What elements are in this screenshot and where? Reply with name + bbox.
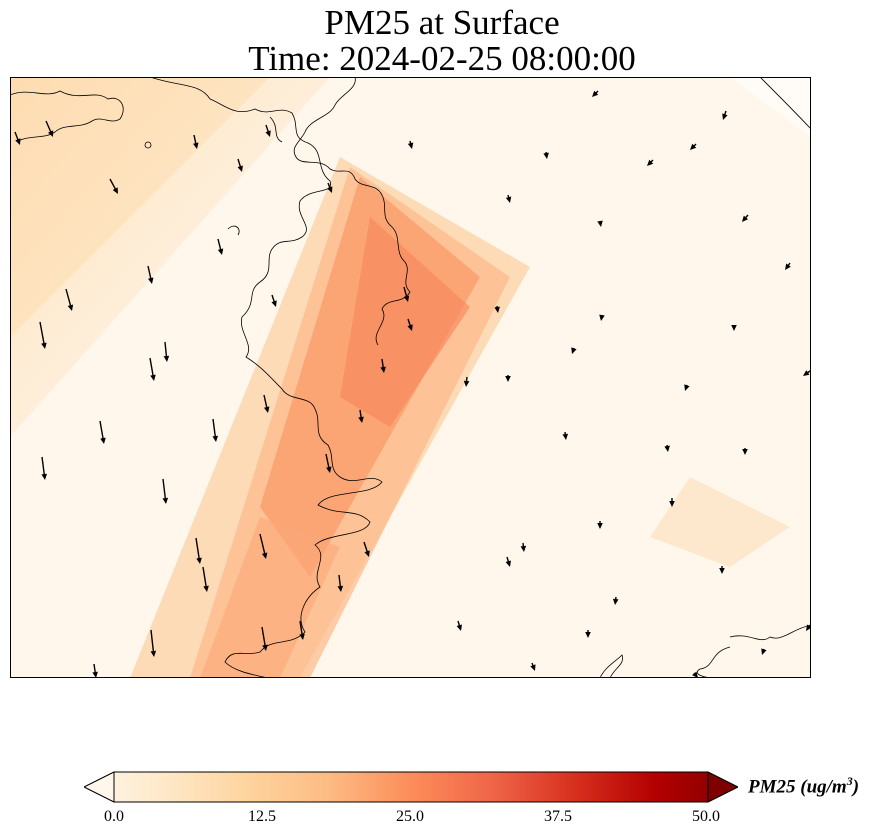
wind-arrow-head [327, 186, 333, 193]
colorbar-label-text: PM25 (ug/m [748, 776, 847, 798]
wind-arrow-head [48, 130, 54, 137]
wind-arrow-head [803, 370, 810, 376]
wind-arrow-head [403, 295, 410, 302]
wind-arrow-head [599, 314, 605, 321]
wind-arrow-head [299, 633, 305, 640]
wind-arrow-head [407, 142, 414, 149]
colorbar-tick: 12.5 [248, 808, 276, 825]
wind-arrow-head [505, 376, 511, 382]
wind-arrow-head [520, 545, 527, 552]
wind-arrow-head [358, 416, 364, 423]
wind-arrow-shaft [259, 533, 266, 557]
wind-arrow-head [196, 557, 202, 564]
wind-arrow-head [585, 632, 591, 638]
wind-arrow-shaft [65, 288, 72, 309]
wind-arrow-head [263, 406, 270, 413]
wind-arrow-head [271, 300, 277, 307]
wind-arrow-head [597, 523, 603, 529]
wind-arrow-head [100, 437, 106, 444]
wind-arrow-shaft [99, 420, 105, 442]
colorbar-tick: 0.0 [104, 808, 124, 825]
wind-arrow-head [505, 560, 511, 567]
wind-arrow-shaft [149, 357, 155, 379]
wind-arrow-head [92, 671, 98, 678]
wind-arrow-head [193, 142, 199, 149]
wind-arrow-head [647, 159, 654, 166]
wind-arrow-head [505, 196, 512, 203]
wind-arrow-head [669, 501, 675, 507]
wind-arrow-head [806, 624, 811, 631]
wind-arrow-head [337, 585, 344, 592]
colorbar-label-exponent: 3 [846, 774, 853, 788]
wind-arrow-head [731, 325, 737, 331]
wind-arrow-head [664, 445, 670, 452]
wind-arrow-head [761, 648, 767, 655]
wind-arrow-head [456, 624, 462, 631]
wind-arrow-shaft [41, 456, 46, 478]
colorbar-tick: 25.0 [396, 808, 424, 825]
wind-arrow-head [261, 552, 268, 559]
wind-arrow-head [364, 550, 370, 557]
wind-arrow-head [562, 433, 569, 440]
wind-arrow-head [41, 473, 48, 480]
wind-arrow-head [690, 143, 697, 150]
coastline [10, 77, 811, 678]
wind-arrow-shaft [261, 626, 267, 649]
wind-arrow-head [597, 220, 603, 227]
wind-arrow-head [212, 435, 219, 442]
concentration-field [10, 77, 811, 678]
wind-arrow-head [722, 113, 728, 120]
wind-arrow-head [494, 306, 500, 313]
wind-arrow-head [162, 497, 169, 504]
map-timestamp: Time: 2024-02-25 08:00:00 [248, 39, 636, 78]
wind-arrow-shaft [150, 629, 155, 655]
wind-arrow-head [67, 304, 74, 311]
wind-arrow-head [150, 650, 157, 657]
wind-arrow-head [785, 263, 791, 270]
wind-arrow-head [463, 380, 470, 387]
wind-arrow-head [571, 347, 577, 354]
wind-arrow-shaft [162, 478, 167, 502]
wind-arrow-head [742, 215, 749, 222]
wind-arrow-head [147, 277, 154, 284]
wind-arrow-head [592, 90, 599, 97]
colorbar [84, 771, 738, 803]
wind-arrow-head [692, 671, 698, 678]
colorbar-label-close: ) [852, 776, 860, 798]
pm25-map [10, 77, 811, 678]
map-title: PM25 at Surface [324, 3, 560, 42]
wind-arrow-head [203, 585, 209, 592]
wind-vectors [14, 90, 811, 678]
wind-arrow-head [407, 324, 413, 331]
wind-arrow-head [237, 165, 243, 172]
wind-arrow-head [543, 152, 549, 159]
wind-arrow-head [150, 374, 156, 381]
wind-arrow-head [41, 342, 47, 349]
wind-arrow-head [530, 664, 536, 671]
wind-arrow-head [163, 355, 170, 362]
colorbar-tick: 50.0 [692, 808, 720, 825]
map-frame [10, 77, 811, 678]
wind-arrow-head [380, 366, 386, 373]
wind-arrow-shaft [195, 537, 201, 562]
wind-arrow-head [217, 248, 224, 255]
wind-arrow-head [742, 449, 748, 455]
wind-arrow-head [612, 598, 619, 605]
wind-arrow-head [684, 384, 690, 391]
wind-arrow-shaft [212, 418, 217, 440]
wind-arrow-head [15, 138, 21, 145]
wind-arrow-head [265, 130, 271, 137]
colorbar-label: PM25 (ug/m3) [748, 774, 859, 798]
wind-arrow-shaft [202, 566, 208, 590]
wind-arrow-shaft [39, 321, 46, 347]
wind-arrow-head [112, 187, 118, 194]
wind-arrow-head [719, 568, 725, 574]
colorbar-tick: 37.5 [544, 808, 572, 825]
wind-arrow-head [326, 466, 332, 473]
wind-arrow-head [262, 644, 268, 651]
